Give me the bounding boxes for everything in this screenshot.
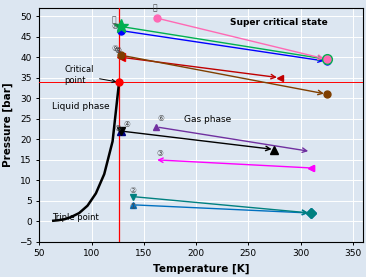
- Text: ⑧: ⑧: [115, 46, 122, 55]
- Text: ⑫: ⑫: [152, 3, 157, 12]
- Text: Super critical state: Super critical state: [229, 18, 327, 27]
- Text: ⑥: ⑥: [157, 114, 164, 123]
- Y-axis label: Pressure [bar]: Pressure [bar]: [3, 83, 13, 167]
- Text: ③: ③: [156, 149, 163, 158]
- X-axis label: Temperature [K]: Temperature [K]: [153, 264, 250, 274]
- Text: ②: ②: [129, 186, 136, 195]
- Text: ④: ④: [123, 120, 130, 129]
- Text: ⑪: ⑪: [112, 16, 116, 24]
- Text: ⑩: ⑩: [112, 22, 119, 30]
- Text: ⑨: ⑨: [112, 44, 119, 53]
- Text: Triple point: Triple point: [52, 213, 99, 222]
- Text: Liquid phase: Liquid phase: [52, 102, 110, 111]
- Text: Critical
point: Critical point: [64, 65, 115, 85]
- Text: ⑦: ⑦: [115, 46, 122, 55]
- Text: ⑤: ⑤: [115, 124, 122, 133]
- Text: ①: ①: [129, 202, 136, 211]
- Text: Gas phase: Gas phase: [184, 115, 231, 124]
